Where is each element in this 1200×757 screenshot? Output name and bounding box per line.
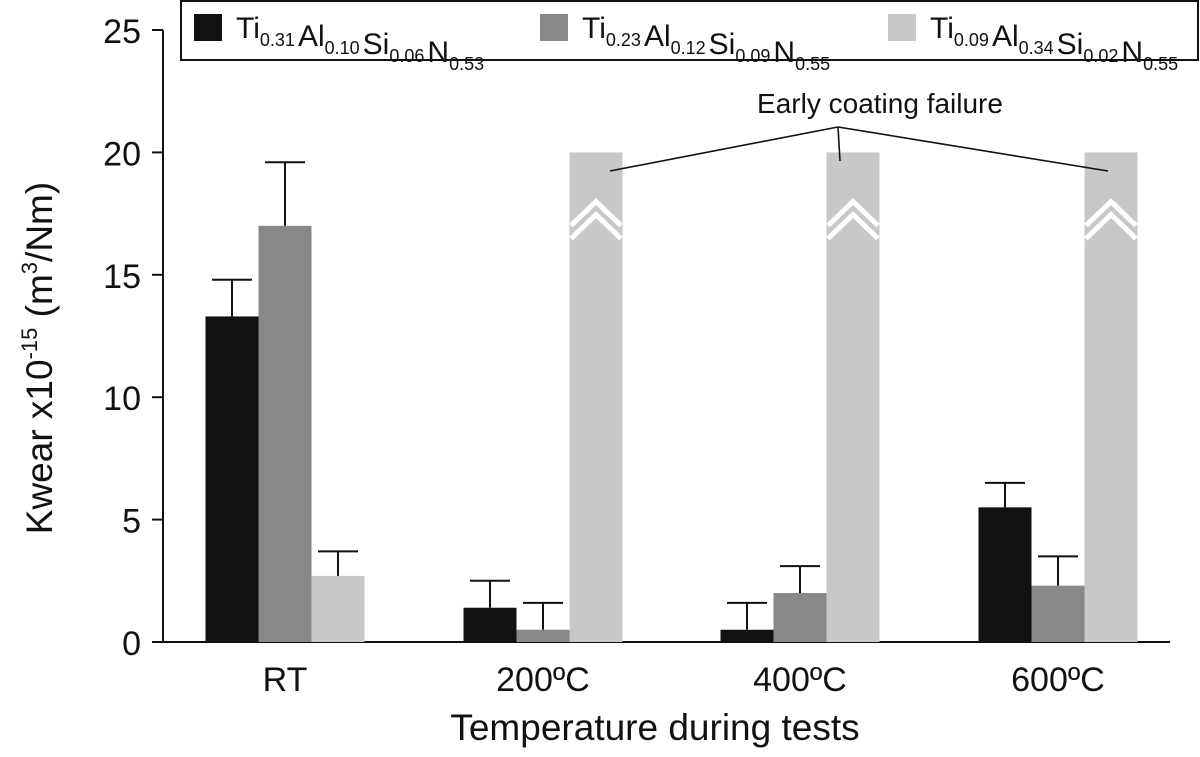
annotation-text: Early coating failure xyxy=(757,88,1003,119)
y-axis-label-base: Kwear x10 xyxy=(19,359,60,534)
y-tick-label: 5 xyxy=(122,503,141,541)
legend-swatch xyxy=(194,14,222,41)
bar xyxy=(205,316,259,642)
legend-element: Si xyxy=(363,28,390,61)
x-tick-label: RT xyxy=(263,661,308,699)
bar xyxy=(1084,152,1138,642)
bars xyxy=(205,152,1138,642)
x-tick-label: 400ºC xyxy=(753,661,847,699)
axis-break-mark xyxy=(569,198,623,228)
x-tick-label: 200ºC xyxy=(496,661,590,699)
legend-subscript: 0.53 xyxy=(449,54,484,74)
axis-break-mark xyxy=(1084,198,1138,228)
axis-break-mark xyxy=(826,198,880,228)
y-axis-label-unit-exponent: 3 xyxy=(17,262,42,274)
annotation-line xyxy=(609,126,839,172)
axis-break-mark xyxy=(1084,211,1138,241)
legend-element: N xyxy=(427,36,449,69)
legend-subscript: 0.31 xyxy=(260,30,295,50)
legend-subscript: 0.09 xyxy=(954,30,989,50)
legend-box xyxy=(180,0,1199,61)
legend-element: Ti xyxy=(582,12,606,45)
annotation-line xyxy=(837,126,841,162)
legend-subscript: 0.09 xyxy=(735,46,770,66)
legend-subscript: 0.10 xyxy=(325,38,360,58)
legend-entry-label: Ti0.23 Al0.12 Si0.09 N0.55 xyxy=(582,12,830,74)
legend-element: N xyxy=(773,36,795,69)
y-axis-label-unit-post: /Nm) xyxy=(19,182,60,262)
legend-swatch xyxy=(540,14,568,41)
legend-element: Al xyxy=(298,20,325,53)
y-axis-label-unit-pre: (m xyxy=(19,274,60,327)
y-axis-label: Kwear x10-15 (m3/Nm) xyxy=(17,182,60,534)
y-axis-label-exponent: -15 xyxy=(17,328,42,360)
bar xyxy=(569,152,623,642)
bar xyxy=(463,607,517,642)
bar xyxy=(258,225,312,642)
bar xyxy=(773,593,827,642)
legend-element: Si xyxy=(1057,28,1084,61)
legend-element: Al xyxy=(644,20,671,53)
x-axis-label: Temperature during tests xyxy=(450,707,859,748)
legend-element: Ti xyxy=(236,12,260,45)
legend-entry-label: Ti0.09 Al0.34 Si0.02 N0.55 xyxy=(930,12,1178,74)
legend-subscript: 0.12 xyxy=(671,38,706,58)
axes: 0 5 10 15 20 25 RT 200ºC 400ºC 600ºC xyxy=(103,13,1170,699)
legend-subscript: 0.06 xyxy=(389,46,424,66)
bar xyxy=(720,629,774,642)
legend-swatch xyxy=(888,14,916,41)
legend-subscript: 0.55 xyxy=(1143,54,1178,74)
legend-subscript: 0.34 xyxy=(1019,38,1054,58)
bar xyxy=(1031,585,1085,642)
bar xyxy=(516,629,570,642)
legend-entry-label: Ti0.31 Al0.10 Si0.06 N0.53 xyxy=(236,12,484,74)
legend-subscript: 0.55 xyxy=(795,54,830,74)
legend-subscript: 0.23 xyxy=(606,30,641,50)
annotation: Early coating failure xyxy=(609,88,1109,172)
axis-break-mark xyxy=(569,211,623,241)
y-tick-label: 20 xyxy=(103,135,141,173)
bar xyxy=(978,507,1032,642)
axis-break-mark xyxy=(826,211,880,241)
bar xyxy=(311,575,365,642)
legend-subscript: 0.02 xyxy=(1083,46,1118,66)
bar xyxy=(826,152,880,642)
y-tick-label: 0 xyxy=(122,625,141,663)
legend-element: Ti xyxy=(930,12,954,45)
x-tick-label: 600ºC xyxy=(1011,661,1105,699)
y-tick-label: 25 xyxy=(103,13,141,51)
y-tick-label: 10 xyxy=(103,380,141,418)
legend-element: Si xyxy=(709,28,736,61)
y-tick-label: 15 xyxy=(103,258,141,296)
legend-element: Al xyxy=(992,20,1019,53)
legend-element: N xyxy=(1121,36,1143,69)
annotation-line xyxy=(837,126,1109,172)
